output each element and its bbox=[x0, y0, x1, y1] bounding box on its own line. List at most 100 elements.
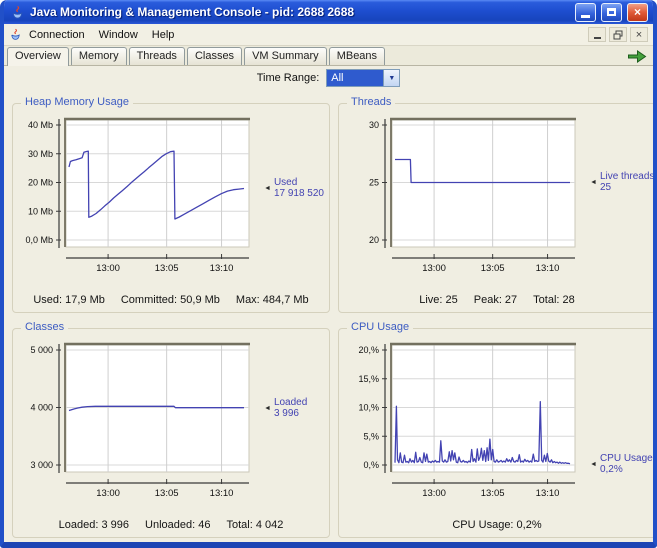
close-button[interactable]: × bbox=[627, 2, 648, 22]
svg-text:20: 20 bbox=[369, 235, 379, 245]
svg-text:13:00: 13:00 bbox=[422, 488, 446, 499]
svg-text:0,0 Mb: 0,0 Mb bbox=[25, 235, 53, 245]
svg-text:13:05: 13:05 bbox=[481, 263, 505, 274]
indicator-name: Loaded bbox=[273, 397, 308, 408]
stat-total: Total: 28 bbox=[533, 294, 575, 306]
svg-text:15,%: 15,% bbox=[358, 374, 379, 384]
chevron-down-icon: ▼ bbox=[388, 74, 396, 82]
frame-minimize-icon bbox=[593, 37, 601, 39]
svg-text:13:10: 13:10 bbox=[210, 263, 234, 274]
cpu-chart-canvas: 20,% 15,% 10,% 5,% 0,% 13:00 13:05 13:10 bbox=[358, 342, 576, 499]
tab-mbeans[interactable]: MBeans bbox=[328, 47, 386, 65]
maximize-button[interactable] bbox=[601, 2, 622, 22]
frame-restore-button[interactable] bbox=[609, 27, 627, 42]
heap-stats: Used: 17,9 Mb Committed: 50,9 Mb Max: 48… bbox=[33, 294, 308, 312]
tab-overview[interactable]: Overview bbox=[7, 47, 69, 66]
svg-text:13:10: 13:10 bbox=[536, 488, 560, 499]
svg-text:5 000: 5 000 bbox=[30, 345, 53, 355]
menu-help[interactable]: Help bbox=[151, 28, 175, 41]
frame-minimize-button[interactable] bbox=[588, 27, 606, 42]
indicator-arrow-icon: ◄ bbox=[264, 184, 271, 192]
svg-text:30: 30 bbox=[369, 120, 379, 130]
frame-restore-icon bbox=[613, 30, 623, 39]
classes-stats: Loaded: 3 996 Unloaded: 46 Total: 4 042 bbox=[59, 519, 284, 537]
tab-classes[interactable]: Classes bbox=[186, 47, 243, 65]
svg-text:5,%: 5,% bbox=[363, 431, 379, 441]
svg-text:25: 25 bbox=[369, 178, 379, 188]
maximize-icon bbox=[607, 8, 616, 16]
time-range-select[interactable]: All ▼ bbox=[326, 69, 401, 87]
indicator-value: 17 918 520 bbox=[273, 188, 324, 199]
tab-memory[interactable]: Memory bbox=[70, 47, 127, 65]
window-title: Java Monitoring & Management Console - p… bbox=[30, 5, 355, 19]
panel-title: CPU Usage bbox=[347, 321, 414, 333]
stat-total: Total: 4 042 bbox=[226, 519, 284, 531]
minimize-button[interactable] bbox=[575, 2, 596, 22]
connected-green-arrow-icon bbox=[628, 50, 647, 63]
tab-threads[interactable]: Threads bbox=[128, 47, 185, 65]
svg-text:40 Mb: 40 Mb bbox=[28, 120, 53, 130]
frame-close-button[interactable]: × bbox=[630, 27, 648, 42]
threads-chart: 30 25 20 13:00 13:05 13:10 ◄ Live threads 25 bbox=[339, 115, 655, 279]
combo-dropdown-button[interactable]: ▼ bbox=[383, 70, 400, 86]
classes-panel: Classes 5 000 4 000 3 000 13:00 13:05 13:10 ◄… bbox=[12, 321, 330, 538]
minimize-icon bbox=[581, 15, 590, 18]
toolbar: Time Range: All ▼ bbox=[4, 66, 653, 90]
svg-text:13:00: 13:00 bbox=[96, 488, 120, 499]
threads-indicator: ◄ Live threads 25 bbox=[590, 171, 655, 193]
indicator-arrow-icon: ◄ bbox=[590, 460, 597, 468]
indicator-arrow-icon: ◄ bbox=[264, 404, 271, 412]
stat-used: Used: 17,9 Mb bbox=[33, 294, 105, 306]
java-cup-icon bbox=[12, 5, 23, 19]
heap-memory-panel: Heap Memory Usage 40 Mb 30 Mb 20 Mb 10 Mb 0,… bbox=[12, 96, 330, 313]
panel-title: Threads bbox=[347, 96, 396, 108]
threads-panel: Threads 30 25 20 13:00 13:05 13:10 ◄ Live thr… bbox=[338, 96, 655, 313]
indicator-text: Live threads 25 bbox=[599, 171, 655, 193]
connection-status bbox=[627, 49, 647, 64]
svg-text:30 Mb: 30 Mb bbox=[28, 149, 53, 159]
stat-peak: Peak: 27 bbox=[473, 294, 518, 306]
stat-committed: Committed: 50,9 Mb bbox=[120, 294, 220, 306]
svg-text:13:00: 13:00 bbox=[422, 263, 446, 274]
stat-cpu-usage: CPU Usage: 0,2% bbox=[452, 519, 542, 531]
time-range-value: All bbox=[327, 70, 384, 86]
panel-title: Classes bbox=[21, 321, 69, 333]
classes-indicator: ◄ Loaded 3 996 bbox=[264, 397, 307, 419]
stat-unloaded: Unloaded: 46 bbox=[145, 519, 211, 531]
tab-bar: Overview Memory Threads Classes VM Summa… bbox=[4, 46, 653, 66]
indicator-name: CPU Usage bbox=[599, 453, 653, 464]
svg-text:10,%: 10,% bbox=[358, 403, 379, 413]
stat-loaded: Loaded: 3 996 bbox=[58, 519, 130, 531]
menu-window[interactable]: Window bbox=[98, 28, 138, 41]
indicator-arrow-icon: ◄ bbox=[590, 178, 597, 186]
cpu-indicator: ◄ CPU Usage 0,2% bbox=[590, 453, 653, 475]
classes-chart: 5 000 4 000 3 000 13:00 13:05 13:10 ◄ Loaded … bbox=[13, 340, 329, 504]
heap-indicator: ◄ Used 17 918 520 bbox=[264, 177, 324, 199]
svg-text:13:05: 13:05 bbox=[155, 488, 179, 499]
svg-text:13:00: 13:00 bbox=[96, 263, 120, 274]
panel-title: Heap Memory Usage bbox=[21, 96, 133, 108]
title-bar: Java Monitoring & Management Console - p… bbox=[4, 0, 653, 24]
svg-text:20 Mb: 20 Mb bbox=[28, 178, 53, 188]
svg-text:0,%: 0,% bbox=[363, 460, 379, 470]
indicator-value: 0,2% bbox=[599, 464, 623, 475]
menu-connection[interactable]: Connection bbox=[29, 28, 85, 41]
indicator-name: Live threads bbox=[599, 171, 655, 182]
threads-stats: Live: 25 Peak: 27 Total: 28 bbox=[419, 294, 575, 312]
internal-frame-controls: × bbox=[588, 27, 648, 42]
tab-vm-summary[interactable]: VM Summary bbox=[244, 47, 327, 65]
indicator-text: Loaded 3 996 bbox=[274, 397, 307, 419]
cpu-chart: 20,% 15,% 10,% 5,% 0,% 13:00 13:05 13:10 ◄ CPU … bbox=[339, 340, 653, 504]
time-range-label: Time Range: bbox=[256, 72, 320, 84]
svg-text:10 Mb: 10 Mb bbox=[28, 206, 53, 216]
svg-text:13:05: 13:05 bbox=[155, 263, 179, 274]
indicator-name: Used bbox=[273, 177, 298, 188]
heap-chart: 40 Mb 30 Mb 20 Mb 10 Mb 0,0 Mb 13:00 13:05 13:1… bbox=[13, 115, 329, 279]
svg-text:20,%: 20,% bbox=[358, 345, 379, 355]
java-cup-icon bbox=[11, 28, 20, 40]
svg-text:13:10: 13:10 bbox=[536, 263, 560, 274]
stat-live: Live: 25 bbox=[419, 294, 458, 306]
indicator-text: CPU Usage 0,2% bbox=[600, 453, 653, 475]
threads-chart-canvas: 30 25 20 13:00 13:05 13:10 bbox=[369, 117, 576, 274]
